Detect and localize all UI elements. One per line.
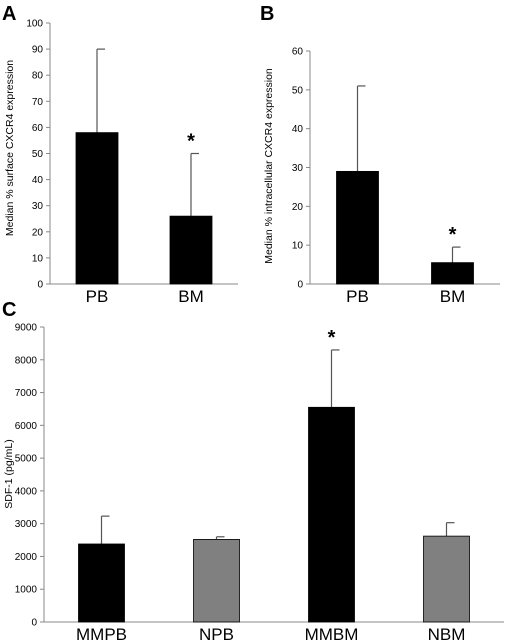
panel-a-ylabel: Median % surface CXCR4 expression [4,60,16,236]
panel-a-ytick-label: 100 [26,19,43,30]
panel-c-bar-npb [193,539,240,623]
panel-a-significance-star: * [187,131,195,153]
panel-c-ytick-label: 4000 [15,486,38,497]
panel-b-ytick-label: 30 [292,163,304,174]
panel-c-ytick-label: 3000 [15,519,38,530]
panel-a-bar-bm [169,215,213,285]
panel-c-ytick-label: 9000 [15,323,38,334]
panel-b-bar-bm [431,262,474,285]
panel-c-bar-mmbm [308,406,355,623]
panel-c-bar-mmpb [78,543,125,623]
panel-a-ytick-label: 40 [32,175,44,186]
panel-a-ytick-label: 20 [32,227,44,238]
panel-c-ytick-label: 1000 [15,585,38,596]
panel-c-category-label: NPB [199,625,234,644]
panel-c-ytick-label: 7000 [15,388,38,399]
panel-a-category-label: PB [86,287,109,306]
panel-a-ytick-label: 30 [32,201,44,212]
panel-a-ytick-label: 90 [32,45,44,56]
panel-b-ytick-label: 60 [292,47,304,58]
panel-c-ytick-label: 2000 [15,552,38,563]
panel-a-ytick-label: 10 [32,253,44,264]
panel-b-chart: B Median % intracellular CXCR4 expressio… [260,3,500,306]
panel-a-ytick-label: 70 [32,97,44,108]
panel-a-ytick-label: 80 [32,71,44,82]
panel-c-ytick-label: 8000 [15,355,38,366]
panel-c-category-label: MMPB [76,625,127,644]
panel-a-chart: A Median % surface CXCR4 expression 0 10 2… [2,3,238,306]
panel-a-ytick-label: 60 [32,123,44,134]
panel-b-ytick-label: 10 [292,241,304,252]
panel-c-ytick-label: 6000 [15,421,38,432]
panel-c-category-label: NBM [428,625,466,644]
panel-b-ylabel: Median % intracellular CXCR4 expression [263,68,275,264]
panel-b-ytick-label: 20 [292,202,304,213]
panel-a-letter: A [2,3,16,25]
panel-a-category-label: BM [178,287,204,306]
panel-a-ytick-label: 0 [37,280,43,291]
panel-b-ytick-label: 50 [292,85,304,96]
panel-a-ytick-label: 50 [32,149,44,160]
panel-b-significance-star: * [449,224,457,246]
panel-c-ytick-label: 5000 [15,454,38,465]
panel-c-letter: C [2,299,16,321]
panel-b-category-label: PB [346,287,369,306]
panel-c-significance-star: * [328,327,336,349]
panel-c-ylabel: SDF-1 (pg/mL) [3,439,15,508]
panel-b-letter: B [260,3,274,25]
panel-b-ytick-label: 0 [297,280,303,291]
panel-b-ytick-label: 40 [292,124,304,135]
panel-b-bar-pb [336,170,379,285]
panel-c-ytick-label: 0 [31,618,37,629]
panel-c-bar-nbm [423,535,470,623]
panel-a-bar-pb [75,132,119,285]
panel-b-category-label: BM [440,287,466,306]
panel-c-category-label: MMBM [305,625,359,644]
panel-c-chart: C SDF-1 (pg/mL) 0 1000 2000 3000 4000 5000 600… [2,299,504,644]
